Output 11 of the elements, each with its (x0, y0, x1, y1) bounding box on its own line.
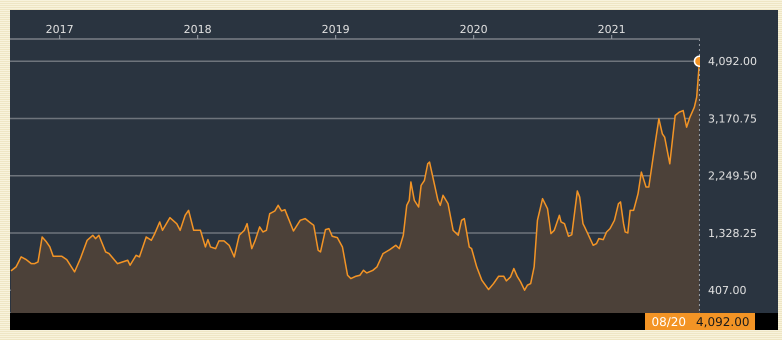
y-tick-label: 4,092.00 (708, 55, 757, 68)
y-tick-label: 2,249.50 (708, 170, 757, 183)
y-tick-label: 3,170.75 (708, 112, 757, 126)
x-tick-label: 2019 (322, 23, 350, 36)
y-tick-label: 407.00 (708, 284, 746, 298)
x-tick-label: 2021 (598, 23, 626, 36)
x-tick-label: 2017 (46, 23, 74, 36)
y-tick-label: 1,328.25 (708, 226, 757, 240)
x-tick-label: 2020 (460, 23, 488, 36)
x-tick-label: 2018 (184, 23, 212, 36)
text: 08/20 (651, 314, 686, 328)
